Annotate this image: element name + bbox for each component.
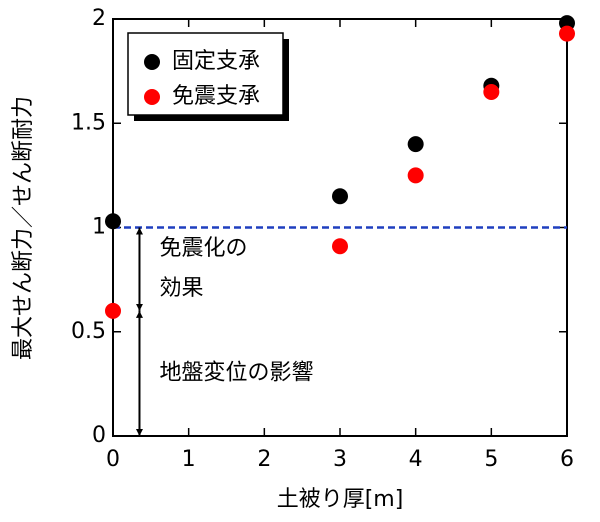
- y-tick-label: 0.5: [71, 319, 106, 344]
- y-tick-label: 0: [92, 423, 106, 448]
- legend-label: 免震支承: [172, 84, 260, 109]
- point: [332, 188, 348, 205]
- legend-marker: [144, 89, 160, 105]
- point: [407, 167, 424, 184]
- legend-box: [127, 32, 284, 116]
- y-tick-label: 2: [92, 6, 106, 31]
- legend-label: 固定支承: [172, 49, 260, 74]
- y-axis-label: 最大せん断力／せん断耐力: [11, 96, 36, 360]
- x-tick-label: 4: [409, 447, 423, 472]
- point: [559, 25, 575, 42]
- y-tick-label: 1: [92, 215, 106, 240]
- point: [105, 213, 121, 230]
- y-tick-label: 1.5: [71, 110, 106, 135]
- x-tick-label: 5: [484, 447, 498, 472]
- point: [407, 136, 424, 153]
- annotation-text: 免震化の: [159, 236, 247, 261]
- x-tick-label: 3: [333, 447, 347, 472]
- legend-marker: [144, 54, 160, 70]
- annotation-text: 効果: [159, 276, 203, 301]
- point: [105, 302, 121, 319]
- x-tick-label: 6: [560, 447, 574, 472]
- x-tick-label: 1: [182, 447, 196, 472]
- point: [332, 238, 348, 255]
- x-axis-label: 土被り厚[m]: [277, 487, 404, 512]
- x-tick-label: 0: [106, 447, 120, 472]
- point: [483, 83, 500, 100]
- annotation-text: 地盤変位の影響: [159, 360, 313, 385]
- x-tick-label: 2: [257, 447, 271, 472]
